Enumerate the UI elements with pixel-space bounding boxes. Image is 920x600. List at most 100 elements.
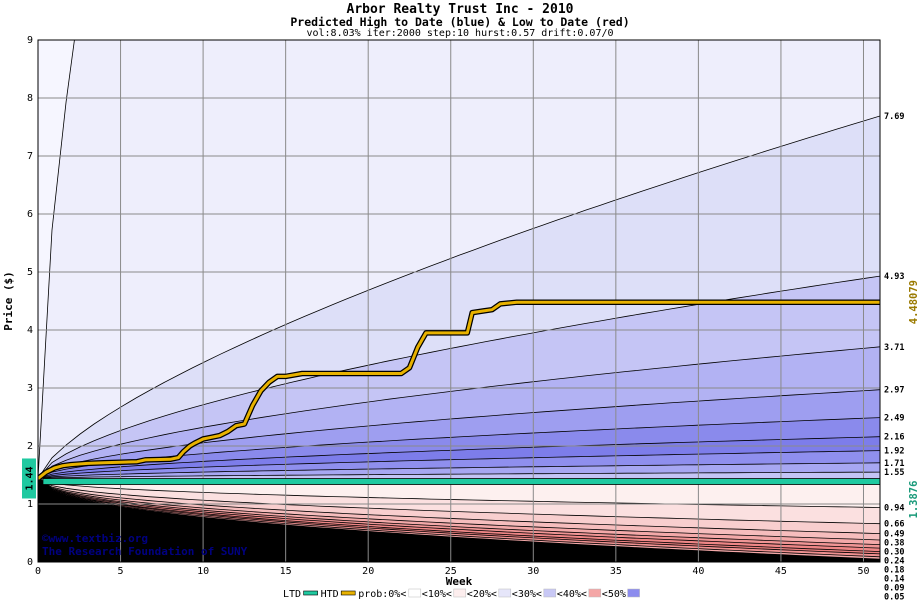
legend-label: HTD — [321, 589, 339, 600]
legend-label: <40%< — [557, 589, 587, 600]
high-band-boundary — [38, 115, 880, 479]
watermark-line-1: ©www.textbiz.org — [42, 532, 148, 545]
low-band-boundary — [38, 478, 880, 555]
chart-subtitle: Predicted High to Date (blue) & Low to D… — [290, 15, 630, 29]
low-band-boundary — [38, 478, 880, 560]
chart-title: Arbor Realty Trust Inc - 2010 — [346, 2, 574, 17]
legend-swatch — [408, 588, 422, 598]
htd-value-label: 4.48079 — [908, 280, 920, 324]
high-probability-band — [38, 276, 880, 479]
legend-swatch — [543, 588, 557, 598]
legend-swatch — [340, 590, 356, 596]
high-band-label: 4.93 — [884, 272, 904, 282]
high-band-label: 1.92 — [884, 447, 904, 457]
chart-parameters: vol:8.03% iter:2000 step:10 hurst:0.57 d… — [306, 28, 614, 39]
x-tick-label: 40 — [692, 566, 704, 577]
y-tick-label: 3 — [27, 383, 33, 394]
high-band-label: 2.49 — [884, 414, 904, 424]
legend-swatch — [453, 588, 467, 598]
low-band-label: 0.49 — [884, 530, 904, 540]
legend-swatch — [498, 588, 512, 598]
watermark-line-2: The Research Foundation of SUNY — [42, 545, 248, 558]
legend-label: <50% — [602, 589, 626, 600]
x-tick-label: 30 — [527, 566, 539, 577]
legend-label: <20%< — [467, 589, 497, 600]
low-band-boundary — [38, 478, 880, 552]
high-band-label: 3.71 — [884, 343, 904, 353]
low-band-label: 0.14 — [884, 575, 904, 585]
high-probability-band — [38, 389, 880, 479]
y-tick-label: 7 — [27, 151, 33, 162]
low-probability-band — [38, 478, 880, 562]
start-price-label: 1.44 — [25, 466, 36, 490]
low-band-boundary — [38, 478, 880, 525]
legend-label: prob:0%< — [358, 589, 406, 600]
high-probability-band — [38, 472, 880, 479]
low-probability-band — [38, 478, 880, 545]
high-probability-band — [38, 346, 880, 479]
low-band-label: 0.09 — [884, 584, 904, 594]
x-tick-label: 35 — [610, 566, 622, 577]
y-tick-label: 4 — [27, 325, 33, 336]
htd-series-line — [38, 300, 880, 480]
high-band-label: 7.69 — [884, 112, 904, 122]
high-band-label: 2.16 — [884, 433, 904, 443]
y-axis-label: Price ($) — [2, 271, 15, 331]
high-band-label: 1.55 — [884, 468, 904, 478]
high-band-boundary — [38, 462, 880, 479]
high-band-boundary — [38, 436, 880, 479]
low-probability-band — [38, 478, 880, 524]
low-band-boundary — [38, 478, 880, 549]
legend-label: <10%< — [422, 589, 452, 600]
low-probability-band — [38, 478, 880, 534]
legend-swatch — [303, 590, 318, 596]
low-band-label: 0.30 — [884, 548, 904, 558]
legend-swatch — [627, 588, 640, 598]
low-band-label: 0.24 — [884, 557, 904, 567]
low-band-boundary — [38, 478, 880, 508]
high-probability-band — [38, 40, 880, 479]
low-band-label: 0.94 — [884, 503, 904, 513]
low-band-label: 0.18 — [884, 566, 904, 576]
legend-swatch — [588, 588, 602, 598]
y-tick-label: 1 — [27, 499, 33, 510]
axes: 0 5 10 15 20 25 30 35 40 45 500123456789WeekPrice … — [2, 35, 920, 600]
ltd-value-label: 1.3876 — [908, 481, 920, 519]
x-tick-label: 15 — [280, 566, 292, 577]
low-band-label: 0.66 — [884, 520, 904, 530]
high-band-boundary — [38, 346, 880, 479]
high-probability-band — [38, 436, 880, 479]
high-band-boundary — [38, 471, 880, 479]
y-tick-label: 5 — [27, 267, 33, 278]
start-price-marker — [22, 458, 36, 499]
high-probability-band — [38, 417, 880, 479]
legend-label: LTD — [283, 589, 301, 600]
ltd-series-line — [42, 478, 880, 485]
x-tick-label: 50 — [857, 566, 869, 577]
y-tick-label: 0 — [27, 557, 33, 568]
low-probability-band — [38, 478, 880, 540]
low-band-label: 0.38 — [884, 539, 904, 549]
low-band-boundary — [38, 478, 880, 541]
y-tick-label: 2 — [27, 441, 33, 452]
x-tick-label: 5 — [118, 566, 124, 577]
high-band-boundary — [38, 450, 880, 479]
high-probability-band — [38, 462, 880, 479]
x-tick-label: 25 — [445, 566, 457, 577]
y-tick-label: 8 — [27, 93, 33, 104]
x-tick-label: 0 — [35, 566, 41, 577]
low-band-boundary — [38, 478, 880, 545]
high-band-boundary — [38, 275, 880, 479]
low-band-label: 0.05 — [884, 593, 904, 600]
high-band-label: 1.71 — [884, 459, 904, 469]
legend: LTD HTD prob:0%< <10%< <20%< <30%< <40%< <50% — [283, 588, 640, 600]
x-axis-label: Week — [446, 575, 473, 588]
high-probability-band — [38, 450, 880, 479]
low-probability-band — [38, 478, 880, 508]
x-tick-label: 10 — [197, 566, 209, 577]
legend-label: <30%< — [512, 589, 542, 600]
plot-frame — [37, 39, 881, 563]
low-band-boundary — [38, 478, 880, 558]
y-tick-label: 9 — [27, 35, 33, 46]
